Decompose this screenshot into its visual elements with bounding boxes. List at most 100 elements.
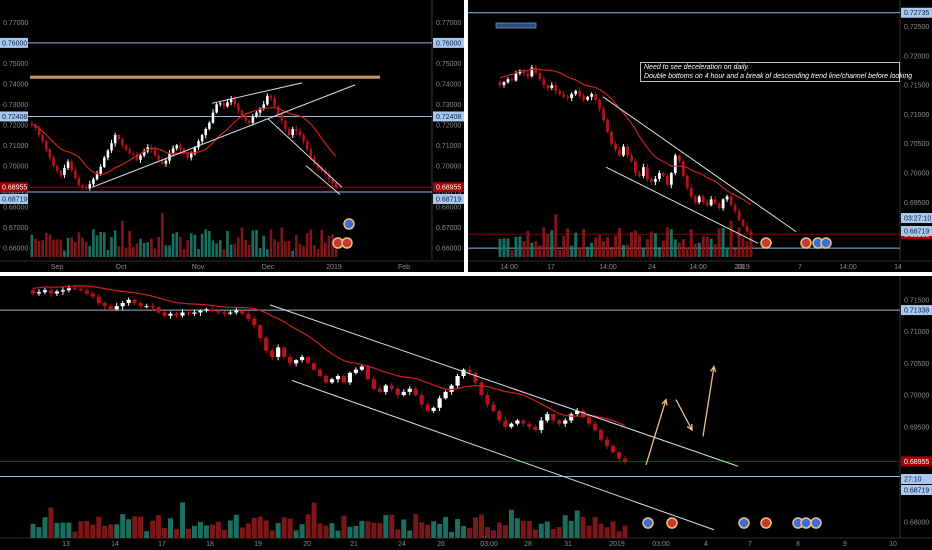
candle-body	[244, 116, 247, 121]
candle-body	[455, 376, 460, 386]
candle-body	[371, 379, 376, 389]
volume-bar	[681, 239, 685, 257]
volume-bar	[262, 235, 266, 257]
candle-body	[42, 290, 48, 293]
candle-body	[578, 90, 582, 96]
time-tick-label: 31	[564, 541, 572, 548]
volume-bar	[598, 523, 604, 538]
economic-event-marker	[343, 218, 355, 230]
price-tick-label-left: 0.73000	[3, 102, 28, 109]
candle-body	[539, 420, 544, 431]
volume-bar	[335, 530, 341, 538]
candle-body	[222, 103, 226, 107]
volume-bar	[175, 232, 179, 257]
candle-body	[96, 296, 101, 303]
candle-body	[309, 149, 313, 158]
price-tag-left	[0, 111, 28, 122]
daily-chart[interactable]: 0.77000 0.77000 0.76000 0.76000 0.75000 0.750…	[0, 0, 464, 272]
candle-body	[153, 149, 157, 156]
candle-body	[305, 141, 309, 150]
volume-bar	[52, 239, 55, 257]
volume-bar	[677, 242, 681, 257]
one-hour-chart-panel[interactable]: 0.71500 0.71000 0.70500 0.70000 0.69500 0.680…	[0, 276, 932, 550]
four-hour-chart[interactable]: 0.72500 0.72000 0.71500 0.71000 0.70500 0.700…	[468, 0, 932, 272]
candle-body	[288, 356, 293, 364]
volume-bar	[721, 228, 725, 257]
one-hour-chart[interactable]: 0.71500 0.71000 0.70500 0.70000 0.69500 0.680…	[0, 276, 932, 550]
candle-body	[359, 366, 364, 370]
candle-body	[473, 372, 478, 383]
volume-bar	[200, 233, 204, 257]
candle-body	[569, 414, 574, 421]
candle-body	[92, 179, 95, 185]
note-line-2: Double bottoms on 4 hour and a break of …	[644, 73, 913, 80]
candle-body	[320, 167, 323, 171]
volume-bar	[582, 229, 586, 257]
candle-body	[264, 337, 269, 351]
price-tag-left-label: 0.68955	[2, 185, 27, 192]
candle-body	[200, 135, 204, 142]
time-tick-label: 24	[398, 541, 406, 548]
candle-body	[604, 439, 610, 446]
candle-body	[168, 313, 173, 316]
candle-body	[587, 417, 592, 424]
daily-chart-panel[interactable]: 0.77000 0.77000 0.76000 0.76000 0.75000 0.750…	[0, 0, 464, 272]
volume-bar	[66, 522, 72, 538]
candle-body	[729, 196, 733, 206]
volume-bar	[251, 230, 255, 257]
volume-bar	[211, 240, 215, 257]
volume-bar	[665, 227, 669, 257]
candle-body	[150, 306, 155, 308]
volume-bar	[138, 516, 144, 538]
volume-bar	[299, 524, 305, 538]
volume-bar	[180, 502, 185, 538]
volume-bar	[41, 240, 44, 257]
projection-arrow	[645, 399, 667, 466]
volume-bar	[443, 516, 449, 538]
volume-bar	[538, 245, 542, 257]
candle-body	[598, 430, 604, 440]
candle-body	[204, 309, 209, 311]
trend-line	[269, 304, 739, 467]
candle-body	[229, 99, 233, 103]
volume-bar	[275, 523, 281, 538]
candle-body	[526, 73, 530, 77]
candle-body	[602, 108, 605, 121]
candle-body	[574, 90, 578, 94]
candle-body	[128, 149, 131, 154]
candle-body	[302, 135, 305, 142]
volume-bar	[189, 233, 193, 257]
candle-body	[389, 385, 394, 389]
volume-bar	[160, 212, 164, 257]
candle-body	[247, 120, 251, 123]
candle-body	[234, 310, 239, 313]
volume-bar	[530, 242, 534, 257]
volume-bar	[203, 525, 209, 538]
price-tag	[901, 213, 932, 223]
candle-body	[377, 388, 382, 392]
candle-body	[81, 185, 84, 188]
volume-bar	[629, 232, 633, 257]
price-tick-label-left: 0.70000	[3, 163, 28, 170]
volume-bar	[645, 239, 649, 257]
volume-bar	[131, 247, 135, 257]
candle-body	[48, 290, 54, 294]
candle-body	[634, 161, 637, 174]
candle-body	[160, 159, 164, 164]
price-tick-label: 0.71000	[436, 143, 461, 150]
volume-bar	[542, 227, 546, 257]
volume-bar	[287, 518, 293, 538]
time-tick-label: 14:00	[689, 264, 707, 271]
candle-body	[258, 108, 262, 113]
time-tick-label: 10	[889, 541, 897, 548]
price-tick-label-left: 0.71000	[3, 143, 28, 150]
moving-average-line	[32, 285, 626, 427]
candle-body	[276, 347, 281, 357]
candle-body	[273, 98, 276, 107]
candle-body	[534, 67, 538, 74]
four-hour-chart-panel[interactable]: 0.72500 0.72000 0.71500 0.71000 0.70500 0.700…	[468, 0, 932, 272]
candle-body	[70, 161, 73, 170]
candle-body	[622, 146, 625, 156]
price-tick-label: 0.70000	[436, 163, 461, 170]
volume-bar	[258, 247, 262, 257]
